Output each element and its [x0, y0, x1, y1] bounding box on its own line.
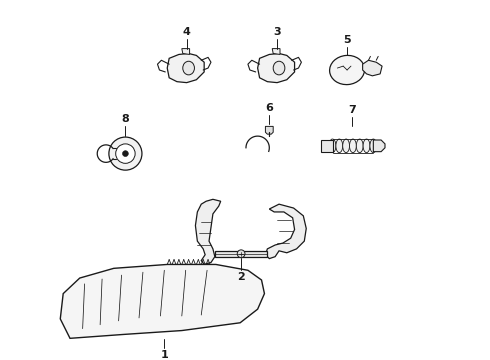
Text: 4: 4 — [183, 27, 191, 37]
Text: 3: 3 — [273, 27, 281, 37]
Circle shape — [237, 250, 245, 258]
Polygon shape — [266, 126, 273, 134]
Ellipse shape — [356, 139, 363, 153]
Text: 5: 5 — [343, 35, 351, 45]
Ellipse shape — [183, 61, 195, 75]
Circle shape — [116, 144, 135, 163]
Polygon shape — [258, 54, 294, 83]
Polygon shape — [215, 251, 268, 257]
Ellipse shape — [349, 139, 356, 153]
Polygon shape — [266, 204, 306, 258]
Polygon shape — [373, 140, 385, 152]
Circle shape — [122, 151, 128, 157]
Ellipse shape — [343, 139, 349, 153]
Polygon shape — [272, 49, 280, 54]
Polygon shape — [60, 265, 265, 338]
Polygon shape — [167, 54, 204, 83]
Ellipse shape — [363, 139, 370, 153]
Polygon shape — [196, 199, 220, 265]
Text: 6: 6 — [266, 103, 273, 113]
Ellipse shape — [330, 55, 365, 85]
Circle shape — [109, 137, 142, 170]
Ellipse shape — [370, 139, 377, 153]
Ellipse shape — [336, 139, 343, 153]
Polygon shape — [182, 49, 190, 54]
Polygon shape — [321, 140, 333, 152]
Text: 7: 7 — [348, 105, 356, 115]
Text: 8: 8 — [122, 114, 129, 125]
Text: 1: 1 — [160, 350, 168, 360]
Ellipse shape — [273, 61, 285, 75]
Text: 2: 2 — [237, 272, 245, 282]
Ellipse shape — [329, 139, 336, 153]
Polygon shape — [363, 60, 382, 76]
